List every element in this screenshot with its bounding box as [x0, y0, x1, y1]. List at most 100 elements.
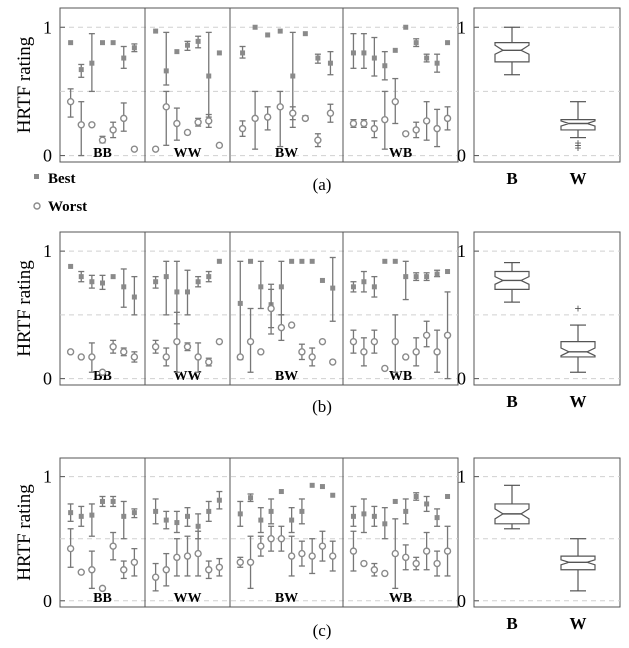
- best-marker: [278, 284, 284, 290]
- worst-marker: [66, 544, 75, 553]
- worst-marker: [370, 566, 379, 574]
- worst-marker: [349, 337, 358, 346]
- group-label-bb: BB: [93, 369, 112, 384]
- worst-marker: [77, 353, 85, 361]
- best-marker: [216, 258, 222, 264]
- best-marker: [445, 269, 451, 275]
- best-marker: [153, 508, 159, 514]
- y-tick-label: 1: [43, 467, 52, 487]
- best-marker: [350, 284, 356, 290]
- best-marker: [330, 285, 336, 291]
- best-marker: [382, 521, 388, 527]
- worst-marker: [183, 343, 192, 351]
- worst-marker: [246, 337, 255, 346]
- best-marker: [434, 60, 440, 66]
- best-marker: [290, 73, 296, 79]
- y-tick-label: 0: [457, 146, 466, 166]
- worst-marker: [381, 364, 389, 373]
- worst-marker: [402, 130, 410, 138]
- worst-marker: [236, 558, 244, 566]
- worst-marker: [215, 337, 224, 346]
- worst-marker: [66, 348, 75, 356]
- box-body: [494, 42, 530, 63]
- worst-marker: [301, 114, 310, 123]
- best-marker: [206, 508, 212, 514]
- best-marker: [216, 497, 222, 503]
- worst-marker: [370, 124, 379, 133]
- best-marker: [392, 258, 398, 264]
- best-marker: [413, 274, 419, 280]
- worst-marker: [98, 584, 107, 593]
- group-label-bw: BW: [275, 146, 298, 161]
- worst-marker: [183, 128, 192, 137]
- best-marker: [153, 279, 159, 285]
- worst-marker: [88, 121, 96, 129]
- best-marker: [252, 24, 258, 30]
- best-marker: [403, 508, 409, 514]
- worst-marker: [183, 552, 192, 560]
- best-marker: [315, 55, 321, 61]
- box-body: [560, 119, 596, 131]
- best-marker: [309, 482, 315, 488]
- worst-marker: [130, 353, 139, 361]
- legend-worst-marker: [33, 202, 41, 210]
- best-marker: [350, 50, 356, 56]
- worst-marker: [443, 114, 452, 123]
- group-label-ww: WW: [174, 146, 202, 161]
- worst-marker: [318, 542, 327, 550]
- group-label-bb: BB: [93, 591, 112, 606]
- panel-caption: (c): [313, 621, 332, 640]
- best-marker: [216, 50, 222, 56]
- best-marker: [121, 284, 127, 290]
- worst-marker: [120, 348, 128, 356]
- worst-marker: [402, 353, 410, 361]
- best-marker: [237, 300, 243, 306]
- panel-row-2: 0 1 HRTF rating BB WW BW WB 0 1 B + W (b): [14, 231, 621, 416]
- group-label-bw: BW: [275, 591, 298, 606]
- worst-marker: [194, 353, 202, 361]
- y-tick-label: 0: [43, 369, 52, 389]
- best-marker: [110, 274, 116, 280]
- worst-marker: [412, 348, 420, 356]
- group-label-ww: WW: [174, 369, 202, 384]
- worst-marker: [433, 124, 441, 133]
- best-marker: [174, 289, 180, 295]
- worst-marker: [130, 145, 139, 153]
- worst-marker: [215, 141, 224, 150]
- box-outlier: +: [574, 302, 581, 316]
- worst-marker: [98, 368, 107, 376]
- category-label-w: W: [570, 169, 587, 188]
- y-axis-label: HRTF rating: [14, 260, 35, 357]
- worst-marker: [263, 113, 272, 121]
- best-marker: [121, 513, 127, 519]
- worst-marker: [391, 337, 399, 346]
- group-label-bb: BB: [93, 146, 112, 161]
- worst-marker: [162, 566, 170, 574]
- panel-caption: (b): [312, 397, 332, 416]
- worst-marker: [318, 337, 327, 346]
- box-panel-frame: [473, 7, 621, 163]
- best-marker: [392, 498, 398, 504]
- panel-caption: (a): [313, 175, 332, 194]
- best-marker: [89, 60, 95, 66]
- best-marker: [265, 32, 271, 38]
- worst-marker: [276, 103, 284, 111]
- worst-marker: [194, 549, 202, 558]
- worst-marker: [215, 563, 224, 571]
- best-marker: [319, 277, 325, 283]
- worst-marker: [308, 552, 316, 560]
- best-marker: [278, 489, 284, 495]
- worst-marker: [173, 337, 181, 346]
- best-marker: [68, 40, 74, 46]
- best-marker: [78, 274, 84, 280]
- best-marker: [371, 513, 377, 519]
- best-marker: [195, 523, 201, 529]
- best-marker: [240, 50, 246, 56]
- group-label-ww: WW: [174, 591, 202, 606]
- best-marker: [258, 517, 264, 523]
- y-tick-label: 1: [457, 17, 466, 37]
- best-marker: [382, 63, 388, 69]
- worst-marker: [151, 145, 160, 153]
- worst-marker: [443, 547, 452, 555]
